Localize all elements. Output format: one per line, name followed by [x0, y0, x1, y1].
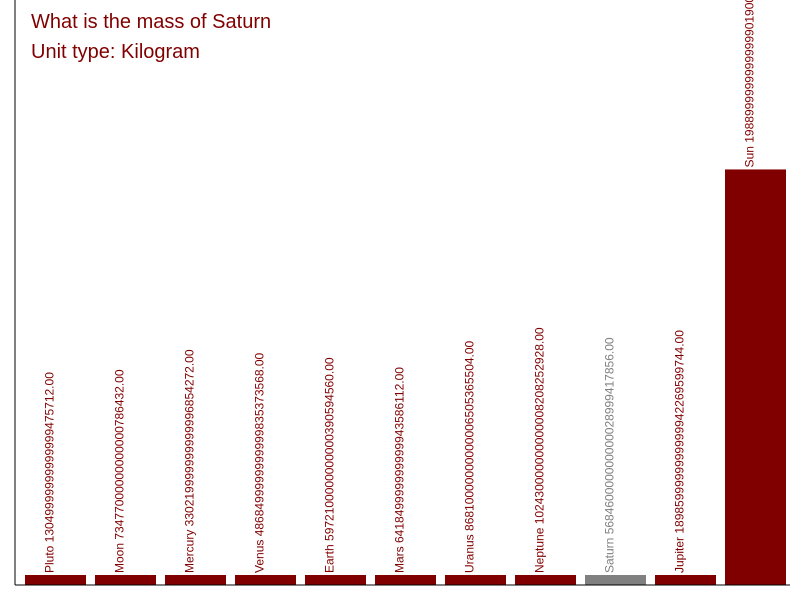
data-label-mercury: Mercury 330219999999999996854272.00 — [183, 349, 197, 573]
bar-sun — [725, 169, 786, 585]
bar-earth — [305, 575, 366, 585]
bar-neptune — [515, 575, 576, 585]
bar-saturn — [585, 575, 646, 585]
chart-title: What is the mass of Saturn — [31, 11, 272, 33]
bar-uranus — [445, 575, 506, 585]
data-label-pluto: Pluto 13049999999999999475712.00 — [43, 372, 57, 573]
data-label-jupiter: Jupiter 1898599999999999942269599744.00 — [673, 330, 687, 573]
bars-layer — [25, 169, 786, 585]
labels-layer: Pluto 13049999999999999475712.00 Moon 734… — [43, 0, 757, 573]
data-label-sun: Sun 1988999999999999901900 — [743, 0, 757, 167]
chart-subtitle: Unit type: Kilogram — [31, 41, 200, 63]
data-label-uranus: Uranus 86810000000000006505365504.00 — [463, 340, 477, 573]
data-label-moon: Moon 73477000000000000786432.00 — [113, 369, 127, 573]
bar-jupiter — [655, 575, 716, 585]
bar-pluto — [25, 575, 86, 585]
bar-mercury — [165, 575, 226, 585]
data-label-saturn: Saturn 568460000000000028999417856.00 — [603, 337, 617, 573]
bar-mars — [375, 575, 436, 585]
data-label-neptune: Neptune 102430000000000008208252928.00 — [533, 327, 547, 573]
data-label-earth: Earth 5972100000000000390594560.00 — [323, 357, 337, 573]
bar-moon — [95, 575, 156, 585]
data-label-venus: Venus 4868499999999999835373568.00 — [253, 352, 267, 573]
bar-venus — [235, 575, 296, 585]
data-label-mars: Mars 641849999999999943586112.00 — [393, 367, 407, 573]
